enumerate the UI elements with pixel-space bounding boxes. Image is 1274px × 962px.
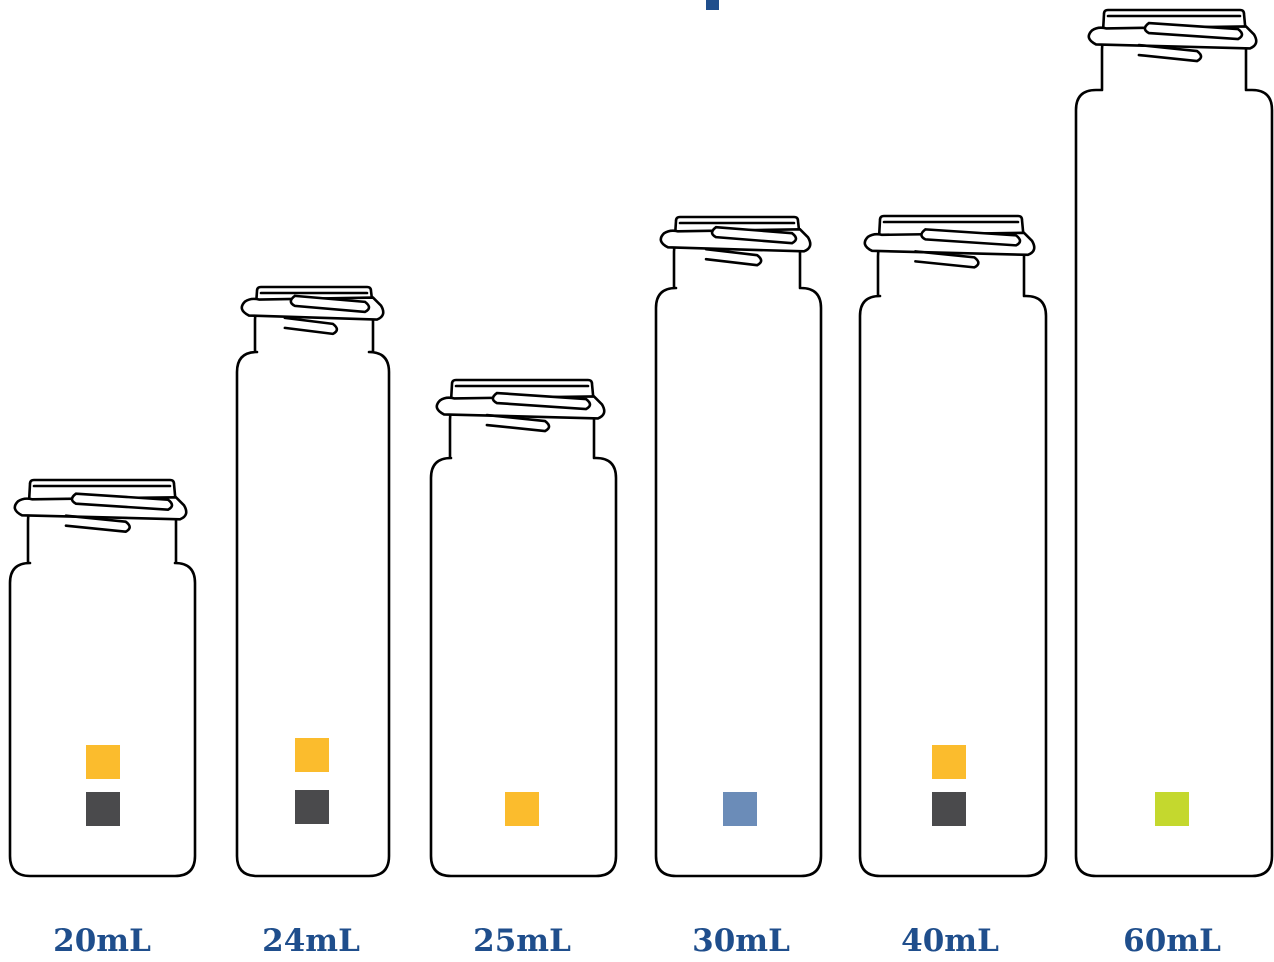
vial-60mL	[1074, 8, 1274, 878]
thread-groove-upper	[491, 391, 592, 411]
labels-group: 20mL 24mL 25mL 30mL 40mL 60mL	[53, 923, 1221, 959]
color-swatch	[295, 790, 329, 824]
vial-body	[8, 478, 197, 878]
color-swatch	[86, 745, 120, 779]
color-swatch	[723, 792, 757, 826]
vial-body	[235, 285, 391, 878]
vial-24mL	[235, 285, 391, 878]
vials-group	[8, 8, 1274, 878]
thread-groove-lower	[704, 247, 763, 267]
thread-groove-lower	[283, 316, 339, 336]
color-swatch	[1155, 792, 1189, 826]
color-swatch	[932, 792, 966, 826]
size-label-60mL: 60mL	[1123, 923, 1221, 959]
color-swatch	[505, 792, 539, 826]
thread-groove-upper	[70, 492, 174, 512]
color-swatch	[932, 745, 966, 779]
title-fragment	[706, 0, 719, 10]
vial-body	[654, 215, 823, 878]
size-label-30mL: 30mL	[692, 923, 790, 959]
thread-groove-lower	[1137, 43, 1203, 63]
thread-groove-lower	[64, 514, 131, 533]
color-swatch	[86, 792, 120, 826]
vial-body	[1074, 8, 1274, 878]
thread-groove-upper	[710, 225, 798, 245]
thread-groove-lower	[485, 413, 551, 433]
vial-40mL	[858, 214, 1048, 878]
color-swatch	[295, 738, 329, 772]
vial-30mL	[654, 215, 823, 878]
thread-groove-upper	[1143, 21, 1244, 41]
size-label-40mL: 40mL	[901, 923, 999, 959]
size-label-20mL: 20mL	[53, 923, 151, 959]
vial-body	[429, 378, 618, 878]
thread-groove-lower	[914, 250, 980, 269]
size-label-25mL: 25mL	[473, 923, 571, 959]
vial-20mL	[8, 478, 197, 878]
thread-groove-upper	[289, 294, 371, 314]
vial-25mL	[429, 378, 618, 878]
thread-groove-upper	[920, 228, 1022, 247]
vial-body	[858, 214, 1048, 878]
size-label-24mL: 24mL	[262, 923, 360, 959]
